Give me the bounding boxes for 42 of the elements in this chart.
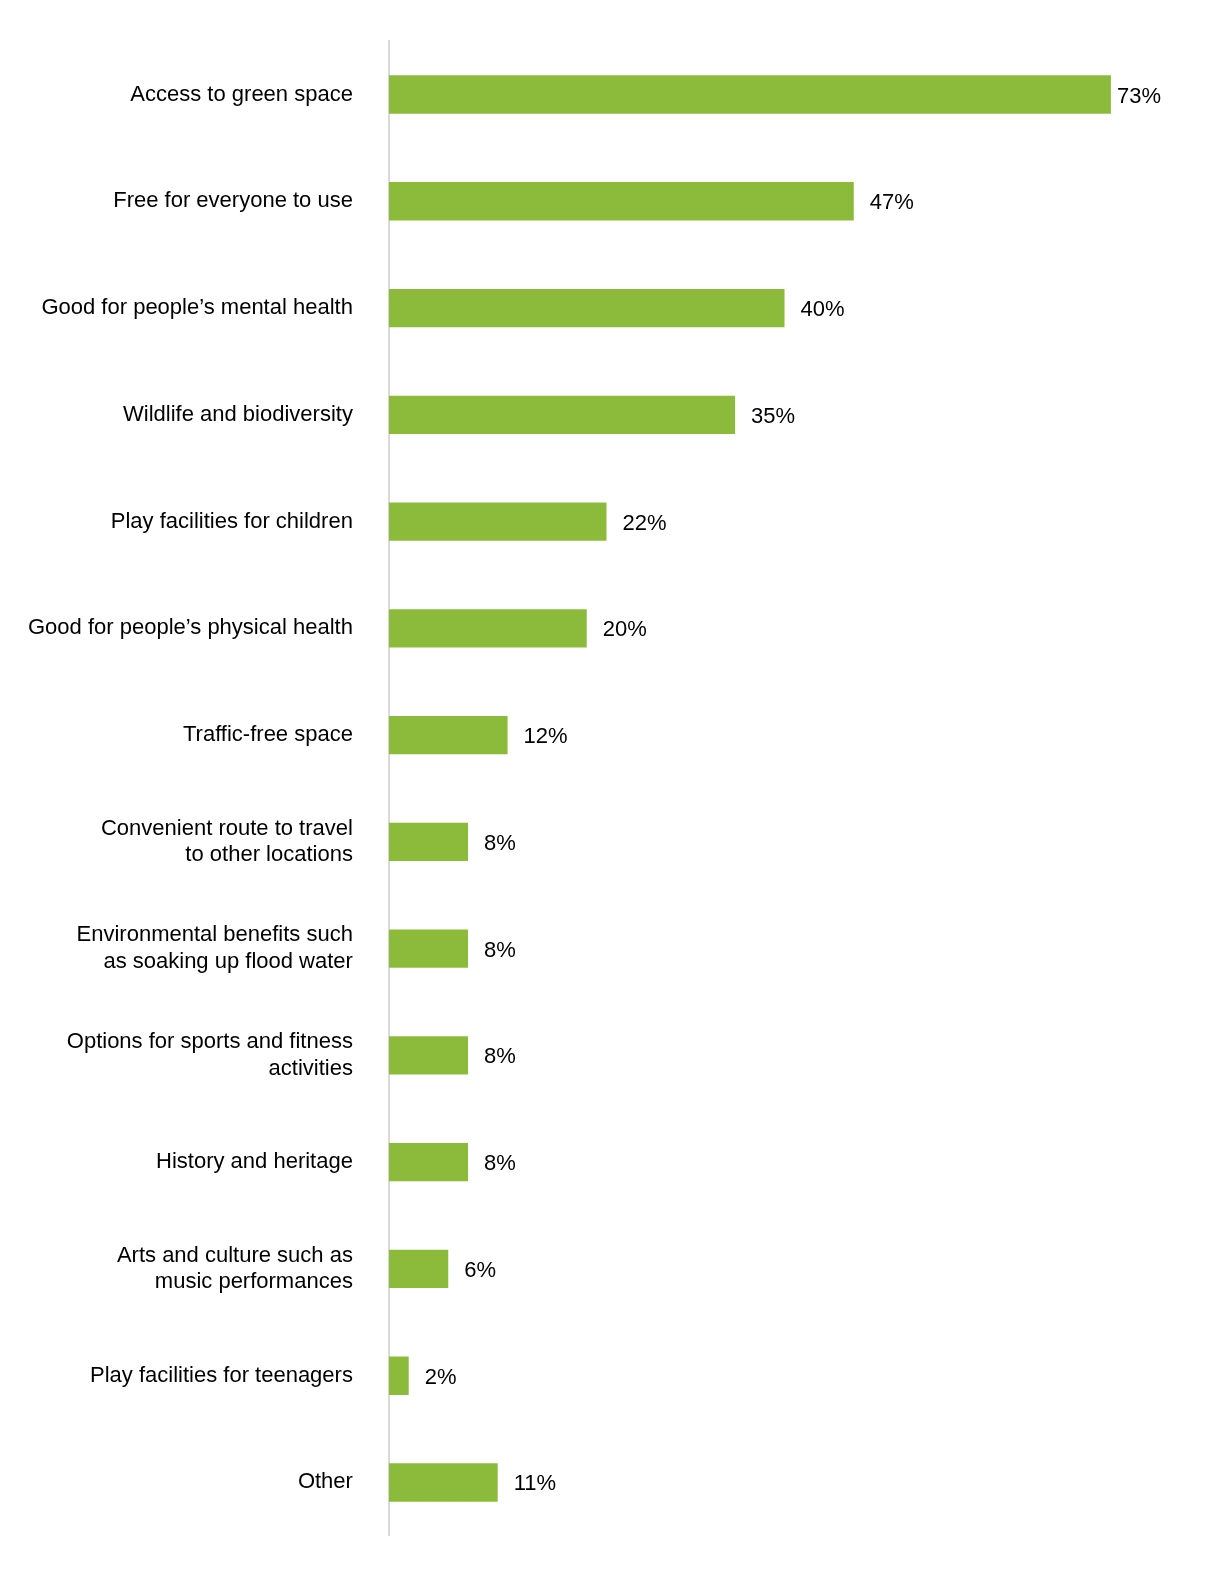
data-label: 8% — [484, 829, 516, 855]
data-label: 8% — [484, 1043, 516, 1069]
data-label: 20% — [602, 616, 647, 642]
data-label: 12% — [523, 723, 568, 749]
bar — [388, 395, 736, 435]
bar — [388, 288, 785, 328]
bar — [388, 1036, 469, 1075]
data-label: 6% — [464, 1256, 497, 1282]
y-tick-label: Play facilities for teenagers — [90, 1361, 353, 1387]
data-label: 8% — [484, 936, 516, 962]
data-label: 11% — [513, 1470, 557, 1496]
bar — [388, 502, 607, 541]
bar — [388, 609, 587, 648]
data-label: 8% — [484, 1150, 516, 1176]
data-label: 22% — [622, 509, 667, 535]
bar — [388, 1463, 498, 1502]
bar — [388, 1356, 409, 1395]
y-tick-label: Environmental benefits such as soaking up flood water — [76, 921, 353, 973]
bar — [388, 929, 469, 968]
y-tick-label: Other — [297, 1468, 353, 1494]
y-tick-label: Arts and culture such as music performances — [116, 1241, 353, 1294]
y-tick-label: Traffic-free space — [182, 721, 353, 747]
data-label: 2% — [424, 1363, 457, 1389]
data-label: 35% — [751, 402, 796, 428]
y-tick-label: Free for everyone to use — [113, 187, 353, 213]
bar — [388, 182, 854, 221]
bar — [388, 1249, 449, 1289]
y-tick-label: Wildlife and biodiversity — [123, 400, 353, 426]
y-tick-label: Options for sports and fitness activities — [66, 1028, 353, 1080]
y-tick-label: Good for people’s physical health — [28, 614, 353, 640]
bar — [388, 75, 1111, 114]
y-tick-label: Play facilities for children — [110, 507, 353, 533]
bar — [388, 715, 508, 755]
data-label: 73% — [1116, 82, 1161, 108]
y-tick-label: Good for people’s mental health — [41, 294, 353, 320]
bar — [388, 822, 469, 862]
data-label: 47% — [869, 189, 914, 215]
y-tick-label: Access to green space — [130, 80, 353, 106]
data-label: 40% — [800, 296, 845, 322]
y-tick-label: History and heritage — [156, 1148, 353, 1174]
bar — [388, 1142, 469, 1182]
y-tick-label: Convenient route to travel to other locations — [100, 814, 353, 867]
